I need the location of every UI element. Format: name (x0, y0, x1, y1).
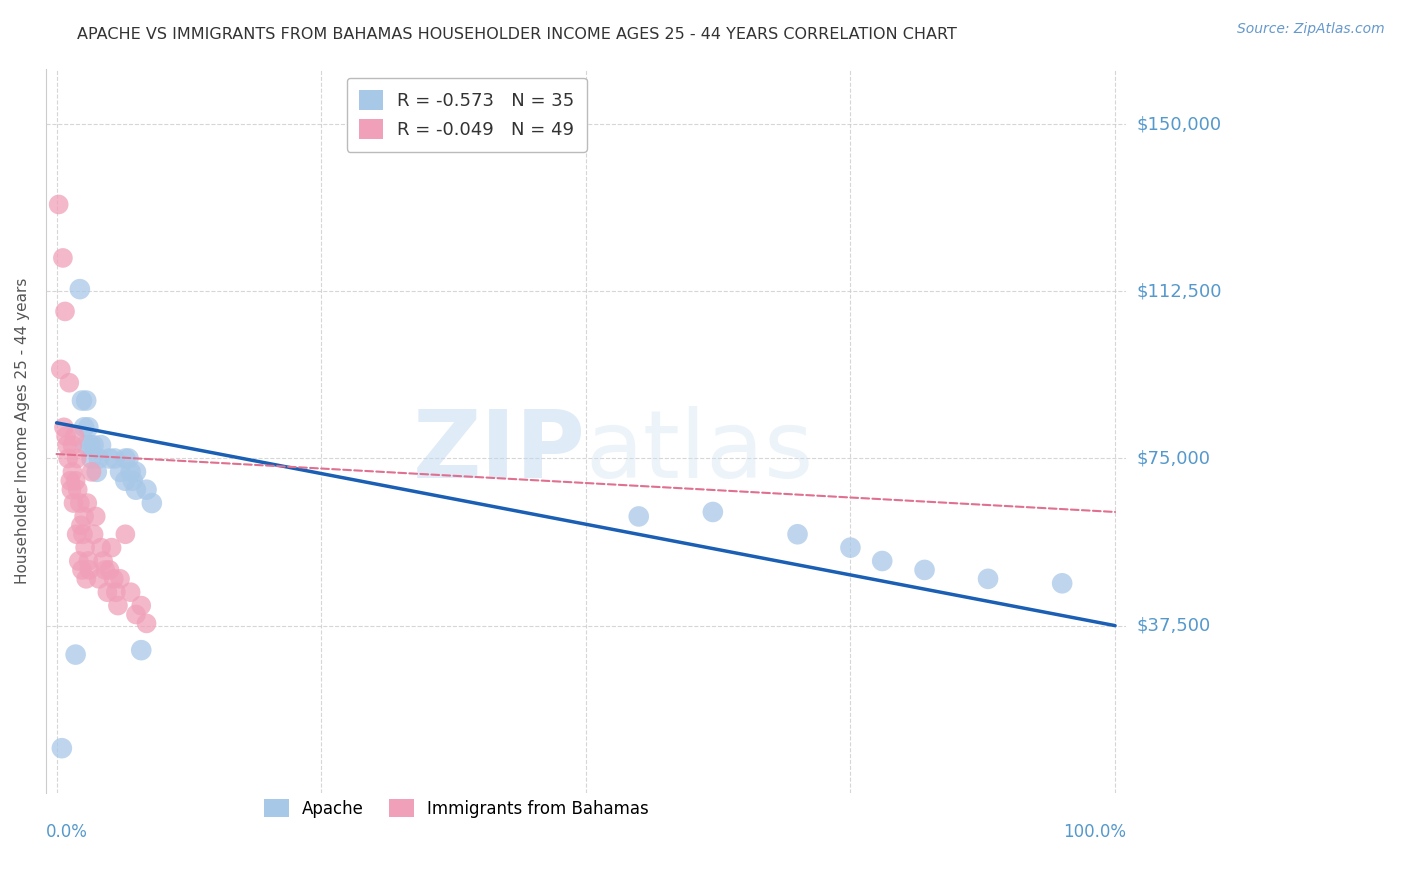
Point (77, 420, 100, 434)
Text: ZIP: ZIP (413, 407, 586, 499)
Point (70, 563, 93, 577)
Point (58, 451, 80, 466)
Text: $75,000: $75,000 (1137, 450, 1211, 467)
Point (66, 451, 89, 466)
Point (83, 527, 105, 541)
Point (75, 572, 97, 586)
Point (125, 465, 148, 479)
Point (49, 362, 72, 376)
Point (98, 563, 121, 577)
Text: $150,000: $150,000 (1137, 115, 1222, 133)
Point (79, 563, 101, 577)
Point (86, 465, 108, 479)
Point (70, 518, 93, 533)
Point (977, 572, 1000, 586)
Point (90, 541, 112, 555)
Point (80, 465, 103, 479)
Point (83, 438, 105, 452)
Legend: Apache, Immigrants from Bahamas: Apache, Immigrants from Bahamas (257, 792, 655, 824)
Point (129, 643, 152, 657)
Point (75, 541, 97, 555)
Point (75, 393, 97, 408)
Point (84, 509, 107, 524)
Point (66, 483, 89, 497)
Point (90, 438, 112, 452)
Point (108, 465, 131, 479)
Text: atlas: atlas (586, 407, 814, 499)
Point (108, 572, 131, 586)
Point (120, 585, 142, 599)
Point (135, 616, 157, 631)
Text: 0.0%: 0.0% (46, 823, 87, 841)
Point (129, 599, 152, 613)
Point (69, 496, 91, 510)
Point (786, 527, 808, 541)
Point (56, 438, 79, 452)
Point (66, 527, 89, 541)
Point (120, 465, 142, 479)
Point (76, 496, 98, 510)
Point (135, 483, 157, 497)
Point (125, 607, 148, 622)
Point (702, 505, 724, 519)
Point (114, 451, 136, 466)
Point (70, 393, 93, 408)
Text: APACHE VS IMMIGRANTS FROM BAHAMAS HOUSEHOLDER INCOME AGES 25 - 44 YEARS CORRELAT: APACHE VS IMMIGRANTS FROM BAHAMAS HOUSEH… (77, 27, 957, 42)
Point (114, 474, 136, 488)
Point (65, 648, 87, 662)
Point (87, 572, 110, 586)
Point (914, 563, 936, 577)
Point (75, 438, 97, 452)
Point (62, 465, 84, 479)
Point (125, 483, 148, 497)
Point (141, 496, 163, 510)
Point (114, 527, 136, 541)
Point (73, 509, 96, 524)
Point (117, 451, 139, 466)
Point (107, 599, 129, 613)
Text: $37,500: $37,500 (1137, 616, 1211, 634)
Point (48, 197, 70, 211)
Point (1050, 576, 1073, 591)
Point (62, 496, 84, 510)
Point (627, 509, 650, 524)
Point (60, 483, 83, 497)
Point (52, 420, 75, 434)
Point (63, 429, 86, 443)
Point (80, 451, 103, 466)
Point (65, 474, 87, 488)
Point (91, 554, 114, 568)
Text: $112,500: $112,500 (1137, 283, 1222, 301)
Point (79, 438, 101, 452)
Point (96, 585, 118, 599)
Point (104, 451, 127, 466)
Point (73, 420, 96, 434)
Point (51, 741, 73, 756)
Point (100, 541, 122, 555)
Y-axis label: Householder Income Ages 25 - 44 years: Householder Income Ages 25 - 44 years (15, 277, 30, 584)
Point (52, 251, 75, 265)
Point (103, 572, 125, 586)
Point (67, 554, 90, 568)
Point (58, 376, 80, 390)
Point (55, 429, 77, 443)
Point (870, 554, 893, 568)
Point (104, 585, 127, 599)
Point (72, 527, 94, 541)
Point (59, 474, 82, 488)
Text: 100.0%: 100.0% (1063, 823, 1126, 841)
Point (98, 451, 121, 466)
Point (94, 563, 117, 577)
Point (53, 304, 76, 318)
Point (121, 474, 143, 488)
Point (77, 554, 100, 568)
Point (62, 438, 84, 452)
Point (87, 451, 110, 466)
Text: Source: ZipAtlas.com: Source: ZipAtlas.com (1237, 22, 1385, 37)
Point (839, 541, 862, 555)
Point (69, 282, 91, 296)
